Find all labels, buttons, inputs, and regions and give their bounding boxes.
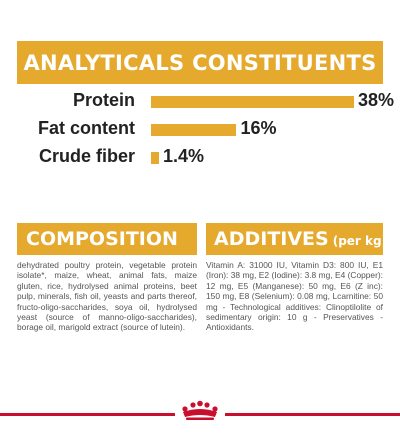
nutrient-value-fat: 16% [240, 118, 277, 138]
nutrient-value-fiber: 1.4% [163, 146, 205, 166]
nutrient-label-protein: Protein [72, 90, 135, 110]
nutrient-label-fat: Fat content [38, 118, 135, 138]
additives-banner: ADDITIVES (per kg) [206, 223, 383, 255]
nutrient-label-fiber: Crude fiber [38, 146, 135, 166]
crown-logo-icon [175, 400, 225, 422]
additives-unit: (per kg) [332, 234, 383, 248]
composition-banner: COMPOSITION [17, 223, 197, 255]
composition-title: COMPOSITION [26, 228, 178, 250]
additives-title: ADDITIVES [214, 228, 329, 250]
nutrient-bar-protein [151, 96, 354, 108]
additives-text: Vitamin A: 31000 IU, Vitamin D3: 800 IU,… [206, 260, 383, 333]
nutrient-bar-fat [151, 124, 237, 136]
analytical-constituents-banner: ANALYTICALS CONSTITUENTS [17, 41, 383, 84]
analytical-constituents-title: ANALYTICALS CONSTITUENTS [23, 50, 377, 75]
nutrient-value-protein: 38% [358, 90, 395, 110]
nutrient-bar-fiber [151, 152, 159, 164]
composition-text: dehydrated poultry protein, vegetable pr… [17, 260, 197, 333]
